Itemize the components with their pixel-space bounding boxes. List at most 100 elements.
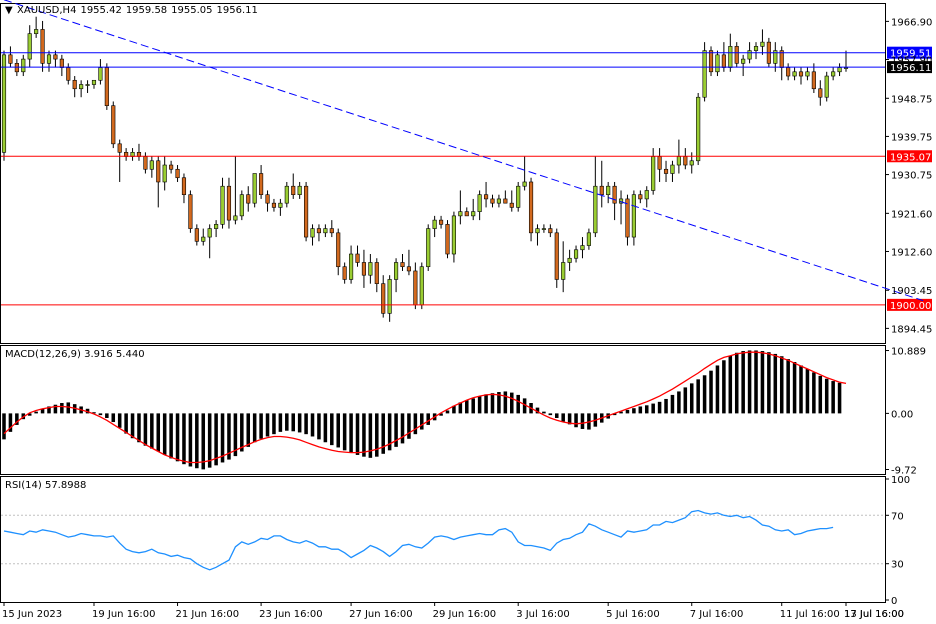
macd-tick-label: 10.889 (891, 347, 926, 358)
bull-candle (561, 262, 566, 280)
macd-bar (503, 391, 508, 414)
bear-candle (663, 168, 669, 174)
macd-bar (767, 352, 771, 414)
macd-bar (580, 413, 585, 429)
bull-candle (644, 190, 649, 200)
bull-candle (310, 228, 315, 238)
bull-candle (451, 215, 456, 255)
bull-candle (741, 58, 746, 64)
bear-candle (336, 232, 341, 268)
bear-candle (413, 270, 418, 306)
price-tick-label: 1948.75 (891, 94, 932, 105)
macd-bar (285, 413, 289, 431)
macd-bar (670, 394, 675, 414)
macd-tick-label: -9.72 (891, 465, 917, 476)
bear-candle (406, 266, 411, 272)
macd-bar (182, 413, 186, 465)
bull-candle (573, 249, 579, 259)
macd-bar (542, 411, 546, 414)
bear-candle (117, 143, 122, 153)
bear-candle (599, 185, 604, 195)
macd-bar (195, 413, 199, 469)
collapse-arrow-icon[interactable]: ▼ (5, 5, 13, 16)
macd-bar (375, 413, 379, 457)
macd-bar (657, 401, 662, 414)
price-tick-label: 1966.90 (891, 17, 932, 28)
macd-bar (522, 398, 527, 414)
bull-candle (676, 156, 681, 166)
price-level-tag (887, 298, 932, 311)
bull-candle (233, 215, 238, 221)
bull-candle (239, 194, 244, 217)
rsi-tick-label: 30 (891, 560, 904, 571)
price-tick-label: 1921.60 (891, 209, 932, 220)
rsi-tick-label: 70 (891, 511, 904, 522)
macd-bar (143, 413, 148, 446)
price-tick-label: 1957.90 (891, 56, 932, 67)
macd-bar (632, 408, 636, 414)
macd-bar (471, 398, 475, 414)
time-tick-label: 11 Jul 16:00 (780, 609, 840, 620)
macd-bar (689, 383, 694, 414)
time-tick-label: 5 Jul 16:00 (606, 609, 660, 620)
macd-series (2, 350, 847, 470)
bear-candle (194, 228, 199, 242)
bull-candle (278, 202, 283, 208)
bear-candle (509, 202, 514, 208)
macd-bar (574, 413, 578, 428)
bull-candle (323, 228, 328, 234)
macd-bar (175, 413, 180, 462)
bear-candle (271, 202, 277, 208)
bull-candle (541, 228, 546, 230)
bull-candle (747, 50, 752, 60)
macd-bar (734, 352, 739, 414)
bear-candle (625, 198, 630, 238)
macd-bar (387, 413, 392, 451)
macd-bar (420, 413, 424, 430)
bear-candle (721, 54, 726, 68)
macd-bar (188, 413, 193, 467)
bear-candle (798, 71, 804, 77)
macd-bar (824, 378, 829, 414)
macd-panel[interactable] (0, 345, 886, 475)
macd-bar (27, 413, 32, 416)
rsi-line (3, 509, 834, 571)
macd-bar (567, 413, 572, 425)
bear-candle (612, 185, 617, 204)
bull-candle (387, 279, 392, 314)
macd-bar (837, 382, 842, 414)
macd-bar (368, 413, 373, 458)
price-tick-label: 1939.75 (891, 132, 932, 143)
bull-candle (394, 262, 399, 280)
time-tick-label: 3 Jul 16:00 (516, 609, 570, 620)
macd-bar (677, 391, 681, 414)
bull-candle (207, 228, 212, 238)
macd-bar (342, 413, 347, 451)
macd-bar (638, 406, 643, 414)
macd-bar (831, 381, 835, 414)
rsi-label: RSI(14) 57.8988 (5, 480, 86, 491)
macd-bar (754, 350, 758, 414)
macd-bar (760, 351, 765, 414)
macd-bar (792, 362, 797, 414)
bear-candle (181, 177, 187, 195)
macd-bar (34, 411, 38, 414)
macd-bar (214, 413, 218, 466)
macd-bar (722, 360, 726, 414)
bull-candle (98, 67, 103, 81)
bull-candle (618, 198, 624, 204)
macd-bar (227, 413, 231, 460)
bear-candle (169, 164, 174, 170)
bull-candle (426, 228, 431, 268)
bull-candle (214, 224, 219, 229)
trendline (3, 0, 924, 302)
bull-candle (27, 33, 32, 60)
macd-bar (484, 394, 488, 414)
macd-bar (169, 413, 173, 459)
macd-bar (156, 413, 161, 452)
macd-bar (252, 413, 257, 443)
rsi-panel[interactable] (0, 476, 886, 603)
price-panel[interactable] (0, 3, 886, 344)
time-tick-label: 7 Jul 16:00 (690, 609, 744, 620)
